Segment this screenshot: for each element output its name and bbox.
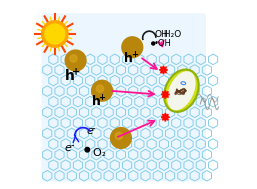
Text: h: h: [92, 95, 101, 108]
FancyBboxPatch shape: [42, 13, 206, 181]
Circle shape: [92, 80, 112, 101]
Text: -: -: [70, 141, 74, 150]
Ellipse shape: [164, 70, 199, 112]
Polygon shape: [159, 66, 168, 74]
Text: h: h: [124, 52, 133, 65]
Circle shape: [96, 85, 104, 92]
Circle shape: [152, 42, 155, 45]
Circle shape: [42, 21, 68, 47]
Text: e: e: [65, 143, 71, 153]
Text: -: -: [92, 124, 95, 133]
Circle shape: [45, 24, 65, 44]
Ellipse shape: [167, 71, 196, 110]
Text: +: +: [98, 93, 106, 102]
Polygon shape: [161, 90, 170, 99]
Polygon shape: [161, 90, 170, 99]
Text: •OH: •OH: [154, 39, 172, 48]
Text: OH: OH: [154, 29, 168, 39]
Circle shape: [111, 128, 131, 148]
Circle shape: [122, 37, 143, 58]
Text: ₂: ₂: [102, 148, 106, 158]
Polygon shape: [159, 66, 168, 74]
Polygon shape: [161, 113, 170, 121]
Text: e: e: [86, 126, 93, 136]
Text: h: h: [65, 69, 75, 83]
Polygon shape: [161, 113, 170, 121]
Circle shape: [85, 147, 90, 152]
Text: +: +: [71, 67, 80, 77]
Text: H₂O: H₂O: [161, 29, 181, 39]
Circle shape: [70, 55, 77, 62]
Circle shape: [115, 132, 123, 139]
Circle shape: [65, 50, 86, 71]
Text: O: O: [92, 148, 101, 158]
Text: +: +: [131, 50, 138, 59]
